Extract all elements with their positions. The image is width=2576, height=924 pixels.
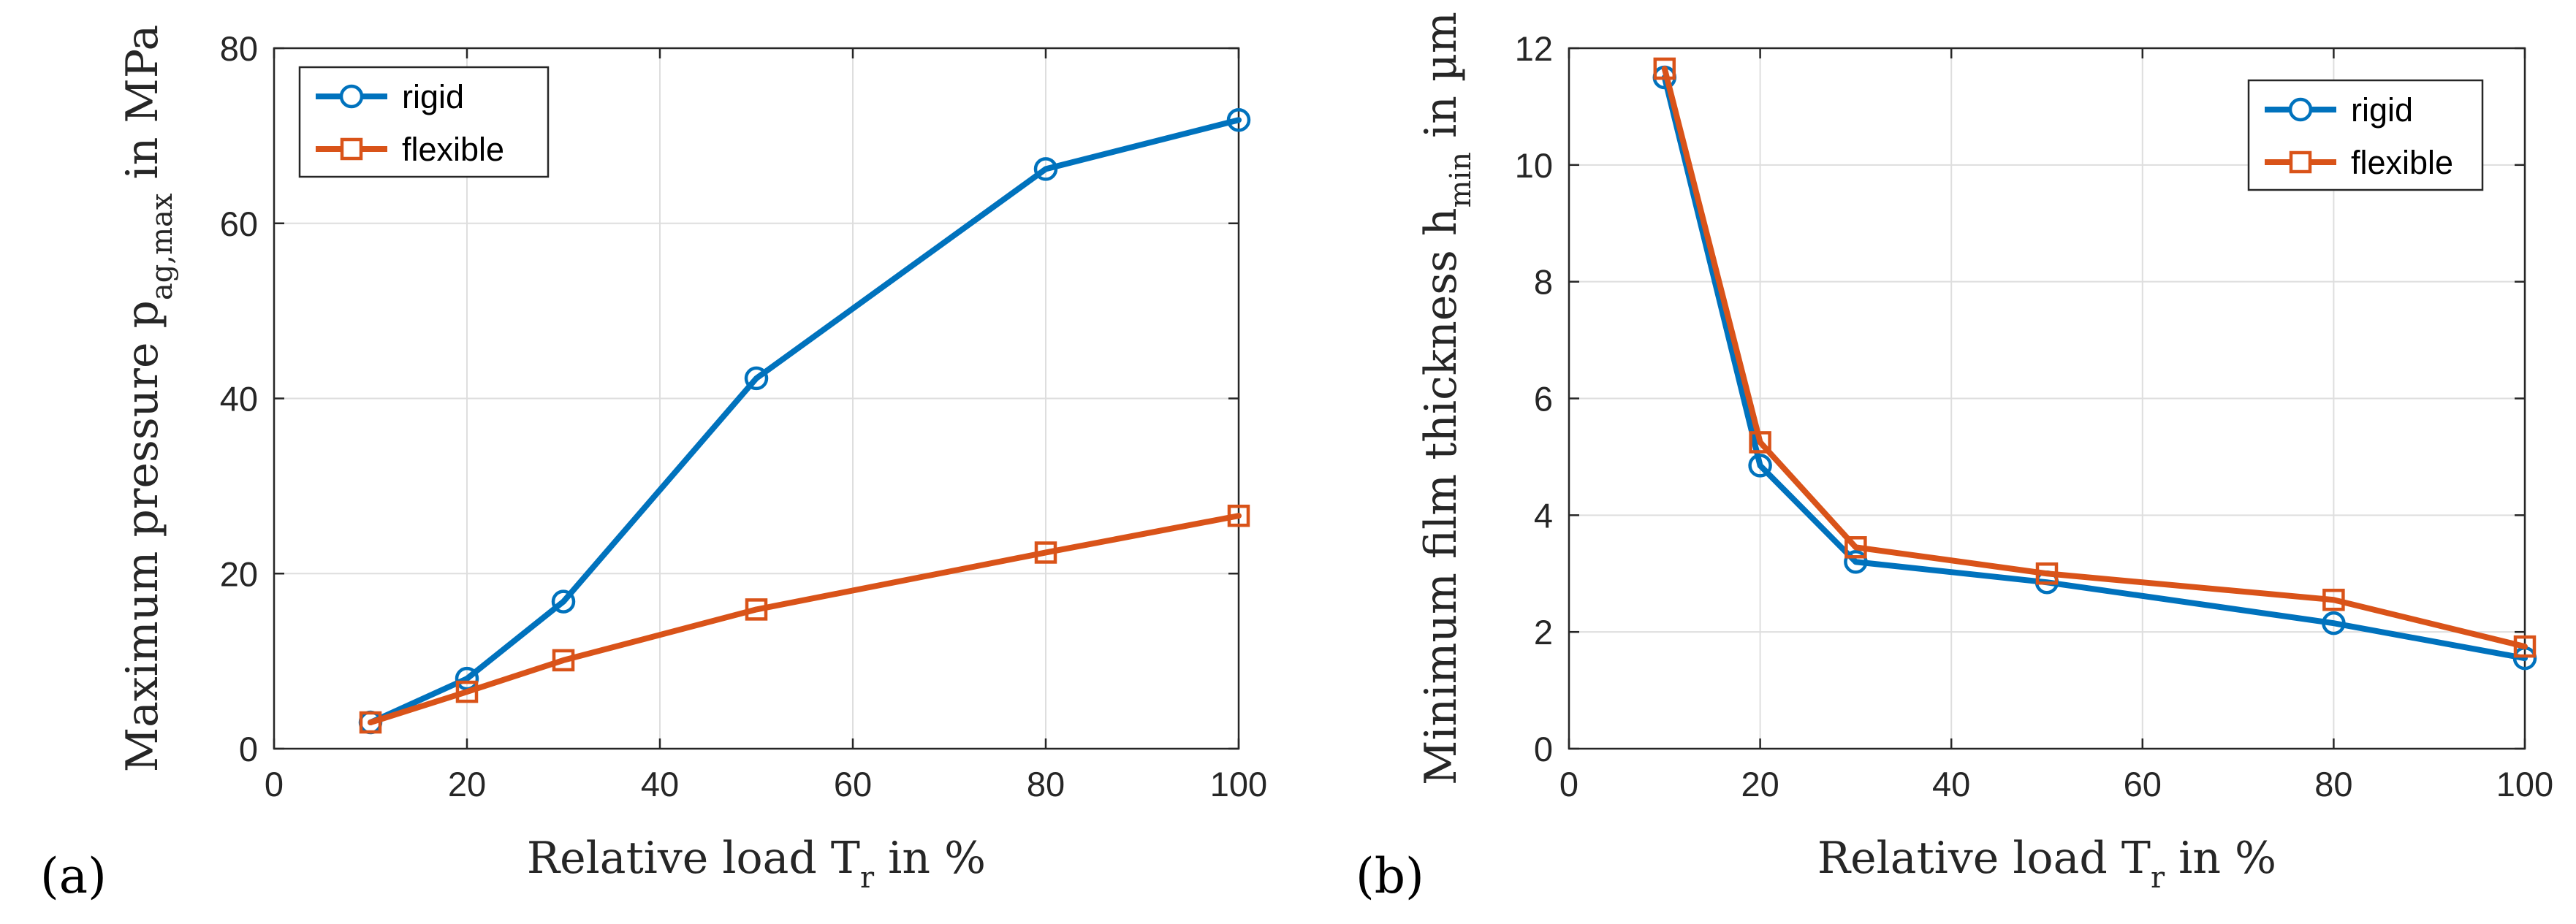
y-axis-label-subscript: ag,max: [145, 193, 179, 300]
y-axis-label: Maximum pressure pag,max in MPa: [117, 25, 179, 773]
panel-label: (a): [40, 848, 107, 904]
x-axis-label-main: Relative load T: [527, 833, 860, 884]
y-axis-label-unit: in MPa: [117, 25, 168, 194]
y-axis-label-unit: in µm: [1416, 12, 1467, 152]
x-axis-label: Relative load Tr in %: [1817, 833, 2276, 895]
series-line-flexible: [1661, 65, 2528, 650]
data-point-rigid: [551, 589, 576, 614]
x-tick-label: 40: [1932, 765, 1970, 803]
x-tick-label: 20: [448, 765, 486, 803]
x-tick-label: 100: [1210, 765, 1267, 803]
data-point-flexible: [1227, 504, 1250, 527]
data-point-flexible: [455, 680, 479, 703]
x-tick-label: 100: [2496, 765, 2553, 803]
y-tick-label: 60: [220, 205, 258, 243]
legend: rigid flexible: [2247, 79, 2484, 191]
y-tick-label: 6: [1534, 380, 1553, 419]
chart-panel-a: 0 20 40 60 80 100 0 20 40 60 80 Relative load Tr in…: [40, 25, 1267, 904]
legend-box: [2247, 79, 2484, 191]
panel-label: (b): [1356, 848, 1424, 904]
y-tick-label: 10: [1515, 146, 1553, 185]
legend: rigid flexible: [298, 66, 550, 178]
data-point-rigid: [1226, 108, 1251, 132]
chart-panel-b: 0 20 40 60 80 100 0 2 4 6 8 10 12 Relative load Tr in…: [1356, 12, 2553, 904]
x-tick-label: 60: [2124, 765, 2162, 803]
y-tick-label: 80: [220, 29, 258, 68]
x-axis-label-subscript: r: [2151, 861, 2165, 895]
x-axis-label-unit: in %: [874, 833, 986, 884]
x-tick-label: 80: [1027, 765, 1065, 803]
legend-marker-flexible: [2289, 150, 2312, 174]
x-axis-label-main: Relative load T: [1817, 833, 2151, 884]
y-axis-label-subscript: min: [1444, 152, 1478, 207]
data-point-rigid: [2322, 611, 2346, 635]
legend-label-rigid: rigid: [402, 78, 464, 115]
data-point-flexible: [745, 598, 768, 621]
y-axis-label: Minimum film thickness hmin in µm: [1416, 12, 1478, 785]
data-point-flexible: [1844, 536, 1867, 559]
data-point-flexible: [1034, 541, 1057, 564]
y-tick-label: 40: [220, 380, 258, 419]
y-tick-label: 0: [239, 730, 258, 768]
legend-label-rigid: rigid: [2351, 91, 2413, 129]
data-point-rigid: [1748, 454, 1772, 478]
legend-marker-rigid: [2288, 97, 2313, 122]
y-axis-label-main: Minimum film thickness h: [1416, 207, 1467, 785]
y-tick-label: 2: [1534, 613, 1553, 652]
y-tick-label: 8: [1534, 263, 1553, 302]
data-point-flexible: [2513, 635, 2537, 658]
series-line-flexible: [368, 513, 1242, 726]
legend-label-flexible: flexible: [402, 131, 504, 168]
x-tick-label: 0: [265, 765, 284, 803]
legend-marker-rigid: [339, 84, 364, 109]
data-point-flexible: [552, 649, 575, 672]
legend-marker-flexible: [340, 137, 363, 161]
data-point-rigid: [744, 366, 769, 391]
y-axis-label-main: Maximum pressure p: [117, 300, 168, 772]
data-point-rigid: [1844, 550, 1868, 574]
x-axis-label-subscript: r: [860, 861, 875, 895]
x-tick-label: 60: [834, 765, 872, 803]
series-line-rigid: [368, 117, 1242, 726]
x-axis-label-unit: in %: [2165, 833, 2276, 884]
data-point-flexible: [1653, 57, 1676, 80]
legend-label-flexible: flexible: [2351, 144, 2453, 181]
y-tick-label: 12: [1515, 29, 1553, 68]
data-point-flexible: [2035, 562, 2059, 585]
y-tick-label: 20: [220, 554, 258, 593]
series-line-rigid: [1661, 74, 2528, 662]
x-tick-label: 40: [641, 765, 679, 803]
y-tick-label: 4: [1534, 496, 1553, 535]
data-point-flexible: [1749, 431, 1771, 454]
x-axis-label: Relative load Tr in %: [527, 833, 986, 895]
data-point-flexible: [2322, 588, 2345, 611]
x-tick-label: 0: [1559, 765, 1578, 803]
y-tick-label: 0: [1534, 730, 1553, 768]
x-tick-label: 80: [2314, 765, 2352, 803]
data-point-rigid: [1033, 157, 1058, 181]
x-tick-label: 20: [1741, 765, 1779, 803]
data-point-flexible: [359, 711, 382, 734]
